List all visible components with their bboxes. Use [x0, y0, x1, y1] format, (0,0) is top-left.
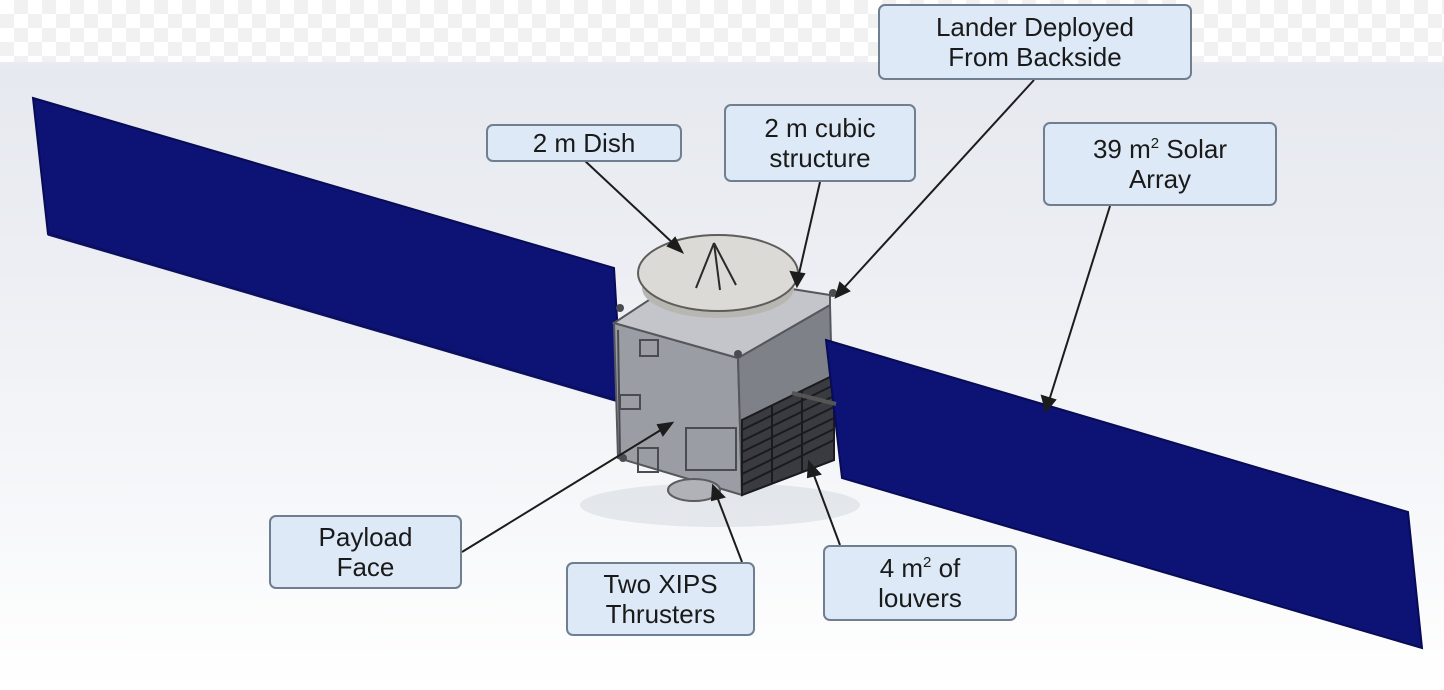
lander-callout: Lander Deployed From Backside	[878, 4, 1192, 80]
lander-callout-line2: From Backside	[948, 42, 1122, 72]
solar-callout-suffix: Solar	[1159, 134, 1228, 164]
louvers-callout-prefix: 4 m	[879, 553, 924, 583]
solar-callout-prefix: 39 m	[1092, 134, 1151, 164]
payload-face-callout: Payload Face	[269, 515, 462, 589]
lander-leader	[841, 79, 1035, 291]
lander-callout-line1: Lander Deployed	[935, 12, 1135, 42]
louvers-callout: 4 m2 of louvers	[823, 545, 1017, 621]
solar-array-callout: 39 m2 Solar Array	[1043, 122, 1277, 206]
xips-callout-line1: Two XIPS	[603, 569, 718, 599]
cubic-leader	[797, 181, 821, 279]
solar-callout-sup: 2	[1150, 135, 1160, 152]
louvers-callout-line1: 4 m2 of	[880, 553, 961, 583]
xips-callout-line2: Thrusters	[605, 599, 716, 629]
corner-brackets	[616, 289, 837, 462]
right-solar-array	[824, 338, 1424, 650]
louvers-callout-sup: 2	[923, 554, 932, 571]
cubic-callout-line2: structure	[769, 143, 871, 173]
louvers-callout-suffix: of	[931, 553, 961, 583]
solar-leader	[1047, 205, 1111, 405]
payload-leader	[461, 427, 665, 553]
payload-callout-line1: Payload	[318, 522, 413, 552]
dish-callout: 2 m Dish	[486, 124, 682, 162]
solar-callout-line1: 39 m2 Solar	[1093, 134, 1227, 164]
solar-callout-line2: Array	[1128, 164, 1192, 194]
xips-thrusters	[667, 478, 721, 502]
solar-array-boom	[791, 391, 837, 406]
dish-leader	[583, 159, 677, 247]
louvers-callout-line2: louvers	[878, 583, 962, 613]
louvers-leader	[811, 469, 841, 546]
payload-callout-line2: Face	[336, 552, 395, 582]
dish-callout-line1: 2 m Dish	[532, 128, 636, 158]
xips-leader	[715, 493, 743, 563]
left-solar-array-edge	[47, 232, 623, 404]
dish-feed	[695, 242, 737, 291]
xips-thrusters-callout: Two XIPS Thrusters	[566, 562, 755, 636]
cubic-structure-callout: 2 m cubic structure	[724, 104, 916, 182]
leader-lines	[461, 79, 1111, 563]
payload-details	[617, 329, 737, 473]
cubic-callout-line1: 2 m cubic	[764, 113, 876, 143]
transparency-background	[0, 0, 1444, 62]
